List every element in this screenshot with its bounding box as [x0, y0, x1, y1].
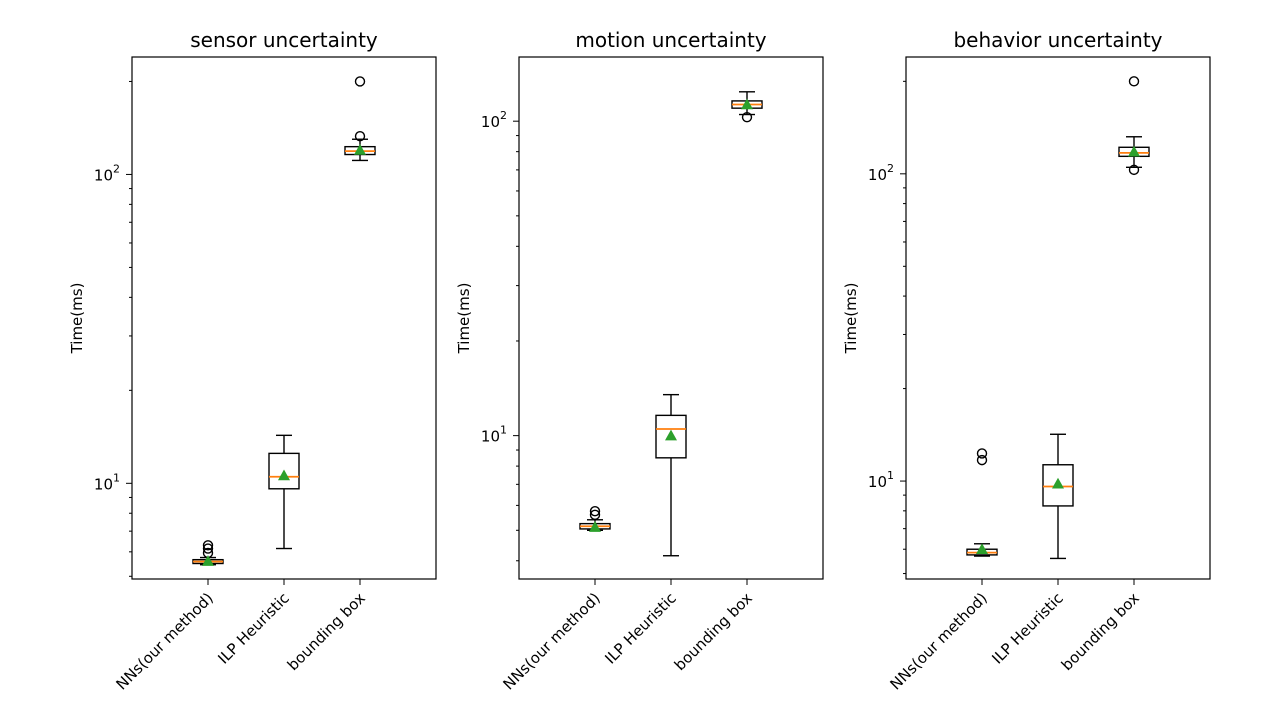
box-plot-1	[966, 448, 998, 557]
mean-marker	[665, 429, 677, 441]
box-plot-3	[731, 91, 763, 123]
box-iqr	[1042, 464, 1074, 507]
mean-marker	[1052, 477, 1064, 489]
box-iqr	[268, 452, 300, 490]
mean-marker	[278, 469, 290, 481]
x-tick-label: NNs(our method)	[887, 589, 991, 693]
x-tick-label: ILP Heuristic	[214, 589, 293, 668]
box-plot-1	[192, 540, 224, 566]
outlier-point	[1128, 164, 1140, 176]
chart-panel-3: behavior uncertainty Time(ms) 101 102 NNs(ou…	[842, 28, 1211, 693]
mean-marker	[354, 143, 366, 155]
box-plot-3	[344, 76, 376, 162]
mean-marker	[1128, 145, 1140, 157]
x-tick-label: bounding box	[1058, 589, 1143, 674]
mean-marker	[741, 98, 753, 110]
y-tick-label: 102	[94, 162, 120, 184]
x-tick-label: bounding box	[284, 589, 369, 674]
x-tick-label: ILP Heuristic	[988, 589, 1067, 668]
box-plot-1	[579, 506, 611, 532]
chart-title: sensor uncertainty	[190, 28, 378, 52]
y-axis-label: Time(ms)	[68, 283, 86, 355]
mean-marker	[202, 555, 214, 566]
box-iqr	[655, 414, 687, 459]
y-axis-label: Time(ms)	[842, 283, 860, 355]
outlier-point	[741, 111, 753, 123]
y-axis-label: Time(ms)	[455, 283, 473, 355]
box-plot-2	[268, 434, 300, 550]
outlier-point	[202, 543, 214, 554]
box-plot-2	[655, 393, 687, 557]
y-tick-label: 101	[94, 471, 120, 493]
outlier-point	[976, 454, 988, 466]
x-tick-label: NNs(our method)	[113, 589, 217, 693]
outlier-point	[1128, 76, 1140, 87]
outlier-point	[589, 509, 601, 521]
mean-marker	[589, 521, 601, 532]
y-tick-label: 102	[868, 162, 894, 184]
chart-title: behavior uncertainty	[953, 28, 1162, 52]
y-tick-label: 101	[481, 424, 507, 446]
x-tick-label: bounding box	[671, 589, 756, 674]
outlier-point	[354, 76, 366, 87]
outlier-point	[354, 130, 366, 142]
outlier-point	[202, 540, 214, 551]
x-tick-label: ILP Heuristic	[601, 589, 680, 668]
chart-panel-1: sensor uncertainty Time(ms) 101 102 NNs(our …	[68, 28, 437, 693]
mean-marker	[976, 543, 988, 555]
y-tick-label: 102	[481, 109, 507, 131]
x-tick-label: NNs(our method)	[500, 589, 604, 693]
y-tick-label: 101	[868, 469, 894, 491]
box-plot-3	[1118, 76, 1150, 176]
chart-panel-2: motion uncertainty Time(ms) 101 102 NNs(our …	[455, 28, 824, 693]
chart-title: motion uncertainty	[575, 28, 766, 52]
outlier-point	[589, 506, 601, 517]
box-plot-2	[1042, 433, 1074, 560]
plot-frame	[905, 56, 1211, 580]
outlier-point	[976, 448, 988, 459]
